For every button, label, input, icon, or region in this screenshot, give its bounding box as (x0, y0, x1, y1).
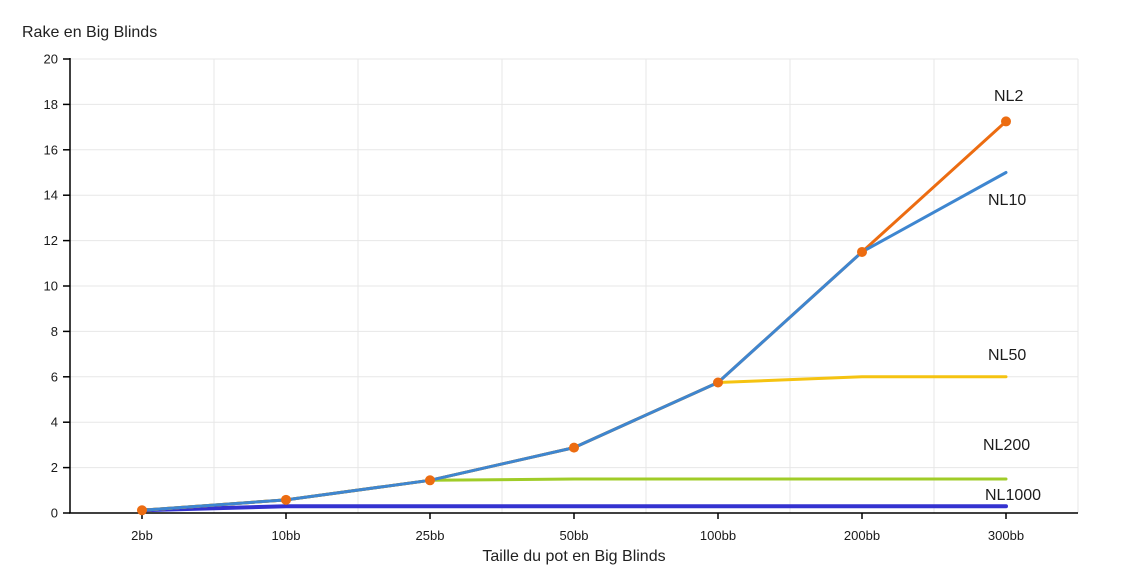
series-label-NL1000: NL1000 (985, 487, 1041, 504)
y-axis-title: Rake en Big Blinds (22, 24, 158, 41)
x-tick-label: 50bb (560, 528, 589, 543)
series-label-NL200: NL200 (983, 437, 1030, 454)
series-marker-NL2 (281, 494, 291, 505)
y-tick-label: 20 (44, 52, 58, 67)
y-tick-label: 0 (51, 506, 58, 521)
series-marker-NL2 (569, 442, 579, 453)
y-tick-label: 14 (44, 188, 58, 203)
y-tick-label: 6 (51, 369, 58, 384)
y-tick-label: 16 (44, 142, 58, 157)
x-axis-title: Taille du pot en Big Blinds (482, 548, 666, 565)
x-tick-label: 200bb (844, 528, 880, 543)
series-marker-NL2 (1001, 116, 1011, 127)
x-tick-label: 25bb (416, 528, 445, 543)
y-tick-label: 8 (51, 324, 58, 339)
x-tick-label: 2bb (131, 528, 153, 543)
y-tick-label: 4 (51, 415, 58, 430)
series-label-NL2: NL2 (994, 88, 1023, 105)
y-tick-label: 12 (44, 233, 58, 248)
series-marker-NL2 (137, 505, 147, 516)
x-tick-label: 100bb (700, 528, 736, 543)
y-tick-label: 2 (51, 460, 58, 475)
series-line-NL1000 (140, 504, 1008, 513)
x-tick-label: 10bb (272, 528, 301, 543)
series-marker-NL2 (857, 246, 867, 257)
series-label-NL50: NL50 (988, 347, 1026, 364)
series-marker-NL2 (425, 475, 435, 486)
series-marker-NL2 (713, 377, 723, 388)
series-label-NL10: NL10 (988, 192, 1026, 209)
series-line-NL10 (140, 171, 1008, 512)
y-tick-label: 10 (44, 279, 58, 294)
y-tick-label: 18 (44, 97, 58, 112)
x-tick-label: 300bb (988, 528, 1024, 543)
